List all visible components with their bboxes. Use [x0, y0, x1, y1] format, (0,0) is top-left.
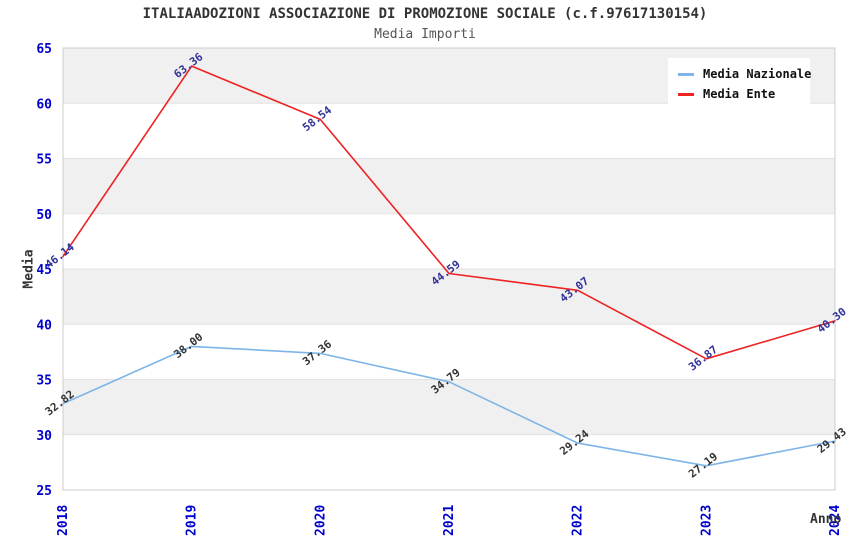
legend-swatch-icon: [678, 72, 694, 76]
legend-swatch-icon: [678, 92, 694, 96]
y-tick-label: 55: [36, 153, 52, 168]
x-tick-label: 2020: [313, 505, 328, 536]
data-point-label: 46.14: [43, 240, 77, 271]
legend-label: Media Nazionale: [703, 67, 812, 81]
x-tick-label: 2022: [571, 505, 586, 536]
x-tick-label: 2021: [442, 505, 457, 536]
legend: Media Nazionale Media Ente: [668, 58, 812, 111]
y-tick-label: 25: [36, 484, 52, 499]
data-point-label: 36.87: [686, 343, 720, 374]
y-tick-label: 60: [36, 97, 52, 112]
series-line-media-nazionale: [62, 345, 836, 467]
y-tick-label: 35: [36, 374, 52, 389]
chart-subtitle: Media Importi: [374, 27, 476, 42]
x-tick-label: 2018: [56, 505, 71, 536]
legend-item-media-nazionale: Media Nazionale: [668, 64, 812, 84]
y-tick-label: 40: [36, 318, 52, 333]
plot-border: [62, 47, 836, 491]
legend-label: Media Ente: [703, 87, 776, 101]
y-tick-label: 65: [36, 42, 52, 57]
data-point-label: 38.00: [171, 330, 205, 361]
y-tick-label: 50: [36, 208, 52, 223]
x-axis-title: Anno: [810, 512, 842, 527]
y-tick-label: 45: [36, 263, 52, 278]
x-tick-label: 2023: [699, 505, 714, 536]
x-tick-label: 2024: [828, 505, 843, 536]
data-point-label: 27.19: [686, 450, 720, 481]
grid-band: [63, 379, 835, 435]
series-line-media-ente: [62, 65, 836, 360]
x-tick-label: 2019: [185, 505, 200, 536]
grid-band: [63, 269, 835, 325]
chart-title: ITALIAADOZIONI ASSOCIAZIONE DI PROMOZION…: [142, 6, 708, 22]
grid-band: [63, 158, 835, 214]
y-tick-label: 30: [36, 429, 52, 444]
legend-item-media-ente: Media Ente: [668, 84, 810, 104]
data-point-label: 37.36: [300, 337, 334, 368]
